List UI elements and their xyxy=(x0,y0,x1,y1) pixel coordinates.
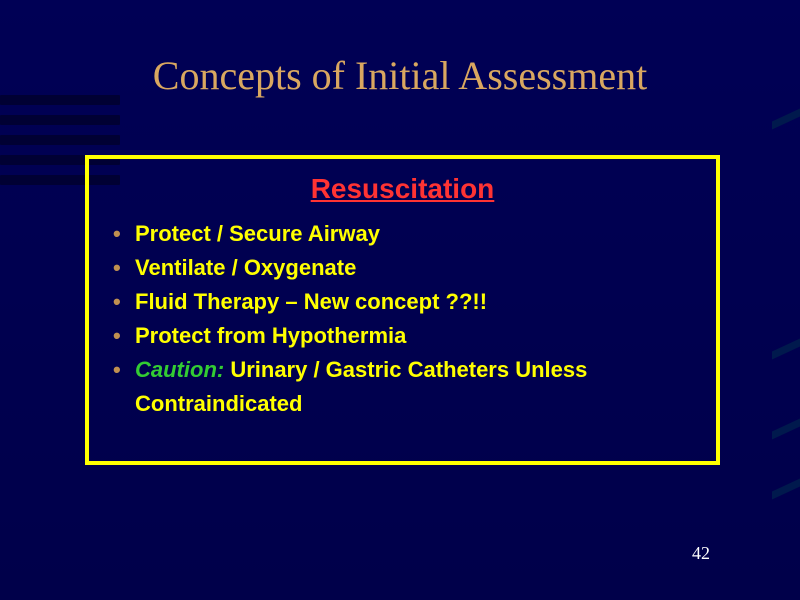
item-text: Protect from Hypothermia xyxy=(135,323,406,348)
list-item: Fluid Therapy – New concept ??!! xyxy=(111,285,694,319)
item-text: Fluid Therapy – New concept ??!! xyxy=(135,289,487,314)
list-item: Protect / Secure Airway xyxy=(111,217,694,251)
slide-title: Concepts of Initial Assessment xyxy=(0,52,800,99)
item-text: Protect / Secure Airway xyxy=(135,221,380,246)
caution-label: Caution: xyxy=(135,357,224,382)
slide-number: 42 xyxy=(692,543,710,564)
section-header: Resuscitation xyxy=(111,173,694,205)
resuscitation-box: Resuscitation Protect / Secure Airway Ve… xyxy=(85,155,720,465)
item-text: Ventilate / Oxygenate xyxy=(135,255,356,280)
bullet-list: Protect / Secure Airway Ventilate / Oxyg… xyxy=(111,217,694,422)
list-item: Protect from Hypothermia xyxy=(111,319,694,353)
list-item: Caution: Urinary / Gastric Catheters Unl… xyxy=(111,353,694,421)
list-item: Ventilate / Oxygenate xyxy=(111,251,694,285)
